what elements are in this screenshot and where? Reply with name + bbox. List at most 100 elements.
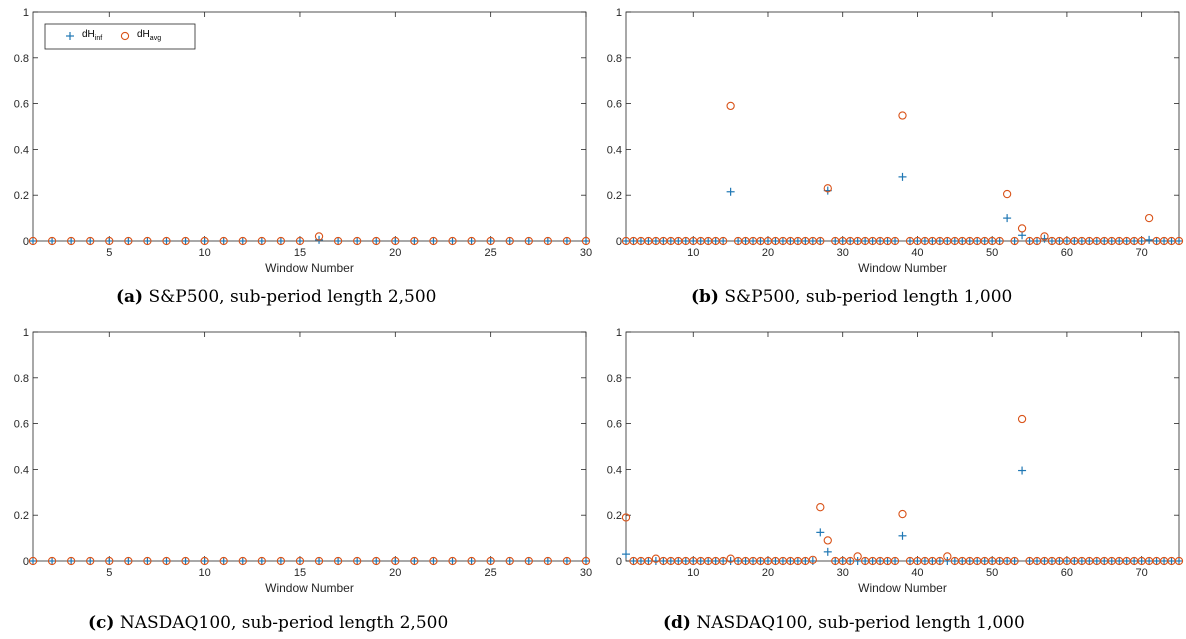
point-dH-inf — [467, 237, 476, 245]
point-dH-inf — [838, 557, 847, 565]
point-dH-inf — [1025, 237, 1034, 245]
point-dH-avg — [28, 556, 38, 566]
point-dH-inf — [524, 237, 533, 245]
point-dH-inf — [861, 557, 870, 565]
point-dH-inf — [853, 237, 862, 245]
y-tick-label: 0 — [616, 236, 622, 248]
point-dH-inf — [883, 237, 892, 245]
point-dH-avg — [995, 236, 1004, 246]
point-dH-inf — [467, 557, 476, 565]
point-dH-inf — [913, 557, 922, 565]
y-tick-label: 0.8 — [607, 53, 622, 65]
point-dH-inf — [1018, 231, 1027, 240]
point-dH-inf — [816, 237, 825, 245]
point-dH-inf — [905, 237, 914, 245]
point-dH-inf — [629, 557, 638, 565]
point-dH-inf — [808, 237, 817, 245]
point-dH-inf — [898, 531, 907, 540]
point-dH-avg — [66, 236, 76, 246]
point-dH-inf — [1040, 557, 1049, 565]
x-tick-label: 30 — [837, 247, 849, 259]
point-dH-inf — [704, 237, 713, 245]
point-dH-inf — [1100, 237, 1109, 245]
point-dH-inf — [1062, 557, 1071, 565]
point-dH-inf — [868, 237, 877, 245]
point-dH-avg — [1017, 224, 1027, 233]
point-dH-inf — [666, 557, 675, 565]
point-dH-inf — [582, 237, 590, 245]
point-dH-inf — [913, 237, 922, 245]
point-dH-inf — [801, 237, 810, 245]
x-tick-label: 5 — [106, 567, 112, 579]
point-dH-avg — [816, 236, 825, 246]
point-dH-avg — [524, 236, 533, 246]
point-dH-inf — [86, 557, 95, 565]
point-dH-avg — [823, 184, 832, 193]
point-dH-inf — [636, 557, 645, 565]
point-dH-avg — [372, 556, 381, 566]
series-dH-avg — [621, 414, 1184, 566]
point-dH-inf — [1077, 557, 1086, 565]
point-dH-inf — [1167, 557, 1176, 565]
point-dH-inf — [1055, 557, 1064, 565]
x-tick-label: 70 — [1136, 567, 1148, 579]
point-dH-avg — [846, 556, 855, 566]
point-dH-inf — [689, 237, 698, 245]
point-dH-inf — [582, 557, 590, 565]
point-dH-avg — [486, 556, 495, 566]
point-dH-inf — [1115, 237, 1124, 245]
x-axis-label: Window Number — [265, 581, 354, 595]
point-dH-inf — [67, 557, 76, 565]
point-dH-inf — [200, 237, 209, 245]
point-dH-inf — [1107, 557, 1116, 565]
point-dH-avg — [943, 552, 952, 561]
legend: dHinf dHavg — [44, 23, 196, 50]
point-dH-inf — [1092, 557, 1101, 565]
point-dH-inf — [1085, 237, 1094, 245]
point-dH-inf — [448, 237, 457, 245]
point-dH-inf — [636, 237, 645, 245]
point-dH-inf — [905, 557, 914, 565]
x-tick-label: 70 — [1136, 247, 1148, 259]
caption-tag: (b) — [691, 287, 719, 307]
plot-frame — [32, 331, 587, 562]
point-dH-avg — [219, 236, 228, 246]
point-dH-inf — [778, 557, 787, 565]
point-dH-inf — [778, 237, 787, 245]
point-dH-inf — [257, 557, 266, 565]
y-tick-label: 0.4 — [607, 144, 622, 156]
x-tick-label: 15 — [294, 567, 306, 579]
point-dH-inf — [651, 237, 660, 245]
point-dH-avg — [276, 556, 286, 566]
point-dH-avg — [200, 236, 209, 246]
point-dH-inf — [372, 237, 381, 245]
point-dH-inf — [1167, 237, 1176, 245]
y-tick-label: 0.8 — [14, 373, 29, 385]
point-dH-inf — [124, 557, 133, 565]
series-dH-inf — [622, 172, 1183, 245]
point-dH-inf — [1077, 237, 1086, 245]
point-dH-inf — [958, 237, 967, 245]
point-dH-avg — [295, 236, 305, 246]
point-dH-inf — [315, 557, 324, 565]
point-dH-inf — [276, 557, 285, 565]
point-dH-inf — [219, 237, 228, 245]
point-dH-inf — [1100, 557, 1109, 565]
caption-d: (d) NASDAQ100, sub-period length 1,000 — [663, 613, 1025, 633]
point-dH-inf — [659, 237, 668, 245]
x-tick-label: 5 — [106, 247, 112, 259]
point-dH-inf — [883, 557, 892, 565]
point-dH-inf — [666, 237, 675, 245]
caption-b: (b) S&P500, sub-period length 1,000 — [691, 287, 1012, 307]
point-dH-inf — [48, 557, 57, 565]
point-dH-inf — [448, 557, 457, 565]
point-dH-inf — [711, 237, 720, 245]
point-dH-avg — [162, 556, 171, 566]
point-dH-avg — [816, 503, 825, 512]
point-dH-inf — [1152, 557, 1161, 565]
x-tick-label: 20 — [762, 247, 774, 259]
point-dH-inf — [965, 557, 974, 565]
caption-tag: (c) — [88, 613, 115, 633]
point-dH-inf — [1145, 557, 1154, 565]
